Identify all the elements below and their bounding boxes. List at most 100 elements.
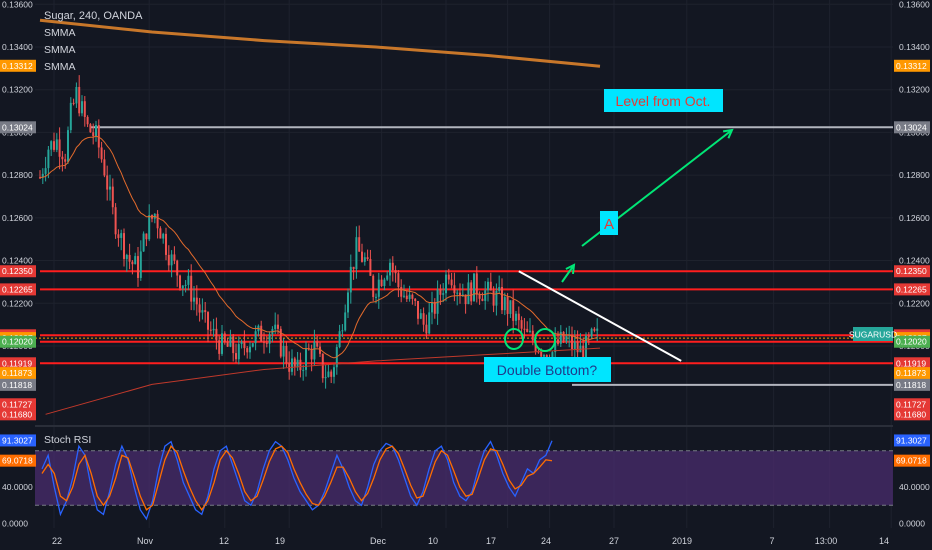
- time-label: 12: [219, 536, 229, 546]
- y-tick-label: 0.13400: [2, 42, 33, 52]
- y-tick-label: 0.13600: [899, 0, 930, 9]
- candle-body: [509, 300, 512, 314]
- candle-body: [515, 313, 517, 321]
- stoch-value-box: [894, 434, 930, 447]
- candle-body: [83, 101, 86, 117]
- candle-body: [366, 257, 369, 260]
- price-label: 0.11680: [896, 409, 926, 419]
- price-label: 0.11919: [2, 358, 32, 368]
- candle-body: [181, 285, 184, 289]
- candle-body: [277, 324, 279, 329]
- candle-body: [582, 345, 585, 363]
- smma-long-line: [39, 18, 601, 68]
- candle-body: [330, 371, 333, 377]
- drawing-annotations[interactable]: [504, 128, 734, 362]
- candle-body: [417, 300, 419, 319]
- stoch-tick-label: 0.0000: [2, 518, 28, 528]
- time-axis[interactable]: 22 Nov 12 19 Dec 10 17 24 27 2019 7 13:00 14: [52, 536, 889, 546]
- candle-body: [526, 328, 529, 332]
- y-tick-label: 0.13400: [899, 42, 930, 52]
- candle-body: [517, 313, 520, 321]
- candle-body: [554, 339, 557, 353]
- candle-body: [274, 324, 277, 330]
- stoch-band: [35, 450, 893, 506]
- price-label: 0.11818: [896, 380, 926, 390]
- y-tick-label: 0.12600: [2, 213, 33, 223]
- smma-slow-line: [45, 347, 601, 415]
- candle-body: [165, 233, 167, 255]
- price-label-box: [894, 59, 930, 72]
- candle-body: [159, 228, 162, 239]
- y-tick-label: 0.12800: [2, 170, 33, 180]
- candle-body: [593, 328, 596, 331]
- stoch-rsi-lines: [41, 440, 553, 521]
- left-price-axis[interactable]: 0.136000.134000.132000.130000.128000.126…: [0, 0, 36, 528]
- candle-body: [447, 274, 450, 280]
- candle-body: [512, 300, 515, 321]
- price-label: 0.12350: [2, 266, 33, 276]
- double-bottom-box[interactable]: [484, 357, 611, 382]
- price-label-box: [0, 121, 36, 134]
- right-price-axis[interactable]: 0.136000.134000.132000.130000.128000.126…: [894, 0, 930, 528]
- candle-body: [195, 297, 198, 305]
- moving-average-overlays: [39, 18, 601, 415]
- symbol-tag-box: [853, 327, 893, 341]
- candle-body: [453, 285, 456, 294]
- candle-body: [246, 348, 249, 353]
- candle-body: [400, 287, 403, 297]
- time-label: Nov: [137, 536, 154, 546]
- candle-body: [484, 290, 487, 301]
- candle-body: [369, 259, 372, 276]
- candle-body: [201, 310, 204, 313]
- level-from-oct-box[interactable]: [604, 89, 723, 112]
- time-label: 27: [609, 536, 619, 546]
- candle-body: [487, 281, 489, 291]
- y-tick-label: 0.12200: [2, 298, 33, 308]
- candle-body: [97, 125, 100, 148]
- candle-body: [89, 124, 92, 133]
- candle-body: [260, 325, 263, 342]
- candle-body: [237, 344, 240, 360]
- price-label-box: [894, 367, 930, 380]
- candle-body: [565, 336, 568, 342]
- y-tick-label: 0.12400: [2, 256, 33, 266]
- candle-body: [285, 345, 288, 364]
- candle-body: [375, 296, 377, 298]
- candle-body: [279, 328, 282, 357]
- candle-body: [316, 341, 319, 347]
- candle-body: [397, 273, 400, 288]
- candle-body: [249, 346, 251, 353]
- double-bottom-label: Double Bottom?: [497, 362, 598, 378]
- point-a-box[interactable]: [600, 211, 618, 235]
- stoch-tick-label: 40.0000: [899, 482, 930, 492]
- stoch-d-line: [41, 445, 553, 511]
- candle-body: [254, 331, 257, 344]
- price-label-box: [0, 367, 36, 380]
- price-label-box: [0, 59, 36, 72]
- price-label: 0.12020: [2, 337, 33, 347]
- candle-body: [408, 294, 411, 300]
- candle-body: [137, 256, 139, 278]
- y-tick-label: 0.13200: [2, 85, 33, 95]
- candle-body: [319, 346, 321, 354]
- candle-body: [204, 310, 207, 313]
- price-label-box: [0, 283, 36, 296]
- candle-body: [47, 149, 50, 169]
- stoch-value-box: [894, 454, 930, 467]
- y-tick-label: 0.12600: [899, 213, 930, 223]
- price-label: 0.11680: [2, 409, 32, 419]
- candle-body: [587, 335, 590, 337]
- price-label: 0.13024: [896, 122, 927, 132]
- candle-body: [341, 330, 344, 332]
- candle-body: [291, 358, 293, 372]
- stoch-value-label: 91.3027: [896, 435, 927, 445]
- candle-body: [475, 273, 478, 295]
- stoch-tick-label: 0.0000: [899, 518, 925, 528]
- candle-body: [481, 298, 484, 301]
- candle-body: [431, 302, 433, 313]
- candle-body: [67, 130, 69, 162]
- candle-body: [439, 289, 442, 295]
- candle-body: [313, 341, 316, 360]
- time-label: 17: [486, 536, 496, 546]
